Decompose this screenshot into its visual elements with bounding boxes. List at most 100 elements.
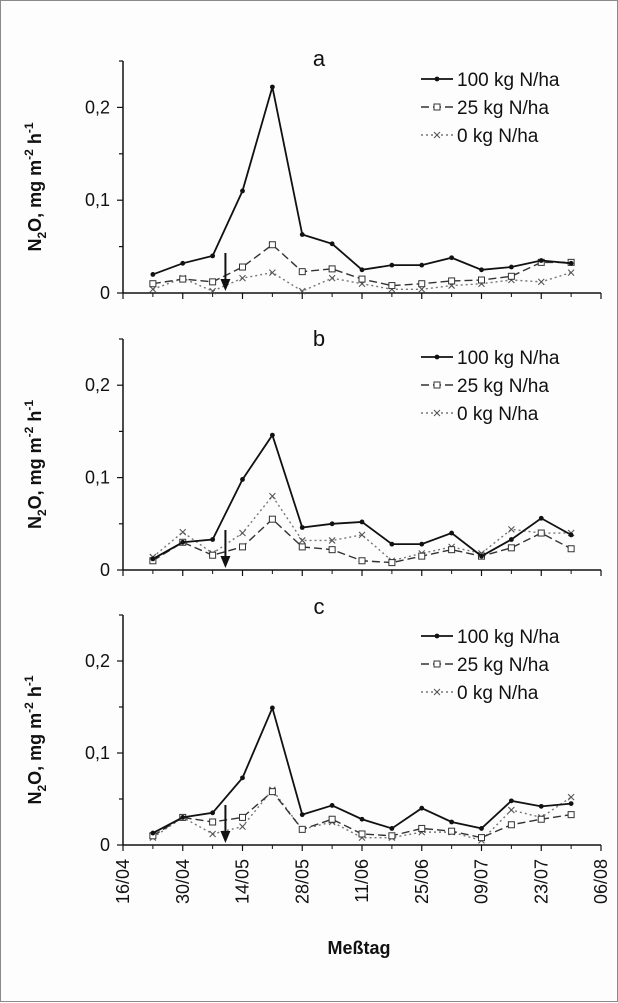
data-point <box>298 825 306 833</box>
data-point <box>210 253 216 259</box>
series-line <box>152 705 572 834</box>
y-tick-label: 0,2 <box>85 375 110 395</box>
data-point <box>239 813 246 821</box>
data-point <box>449 530 455 536</box>
y-axis-title: N2O, mg m-2 h-1 <box>22 122 49 251</box>
data-point <box>239 823 246 830</box>
data-point <box>329 803 335 808</box>
data-point <box>298 287 306 295</box>
x-tick-label: 16/04 <box>113 859 133 904</box>
data-point <box>150 272 156 277</box>
data-point <box>568 801 574 806</box>
panel-label: c <box>314 594 325 619</box>
fertilization-arrow <box>220 253 231 291</box>
data-point <box>538 803 544 809</box>
legend-label: 0 kg N/ha <box>457 404 539 425</box>
data-point <box>537 529 545 537</box>
x-tick-label: 28/05 <box>292 859 312 904</box>
data-point <box>358 531 366 539</box>
data-point <box>209 278 217 286</box>
data-point <box>209 287 217 295</box>
x-tick-label: 11/06 <box>352 859 372 903</box>
data-point <box>419 541 425 547</box>
data-point <box>507 272 515 280</box>
data-point <box>179 528 187 536</box>
legend: 100 kg N/ha 25 kg N/ha 0 kg N/ha <box>421 348 560 425</box>
legend: 100 kg N/ha 25 kg N/ha 0 kg N/ha <box>421 627 560 704</box>
data-point <box>150 556 156 562</box>
data-point <box>567 545 575 553</box>
data-point <box>150 830 156 836</box>
data-point <box>568 260 574 266</box>
data-point <box>239 543 246 551</box>
y-tick-label: 0 <box>100 283 110 303</box>
data-point <box>240 188 245 194</box>
data-point <box>388 832 396 840</box>
legend: 100 kg N/ha 25 kg N/ha 0 kg N/ha <box>421 70 560 147</box>
data-point <box>537 815 545 823</box>
x-tick-label: 30/04 <box>173 859 193 904</box>
data-point <box>209 818 217 826</box>
x-axis-title: Meßtag <box>328 938 391 958</box>
y-tick-label: 0 <box>100 560 110 580</box>
data-point <box>388 282 396 290</box>
data-point <box>210 810 216 816</box>
data-point <box>537 278 545 286</box>
data-point <box>328 546 336 554</box>
data-point <box>329 521 335 527</box>
data-point <box>419 262 425 268</box>
data-point <box>418 824 426 832</box>
y-axis-title: N2O, mg m-2 h-1 <box>22 675 49 804</box>
data-point <box>149 280 157 288</box>
data-point <box>568 532 574 538</box>
data-point <box>179 275 187 283</box>
x-tick-label: 14/05 <box>233 859 253 904</box>
data-point <box>418 552 426 560</box>
data-point <box>479 826 484 831</box>
chart-panel-b: 0 0,1 0,2 N2O, mg m-2 h-1 b 100 kg N/ha 25 kg … <box>22 326 602 580</box>
data-point <box>567 793 575 801</box>
legend-marker <box>433 131 441 139</box>
data-point <box>507 525 515 533</box>
y-tick-label: 0,2 <box>85 97 110 117</box>
data-point <box>479 553 484 559</box>
legend-label: 100 kg N/ha <box>457 348 560 369</box>
data-point <box>389 262 395 268</box>
data-point <box>448 546 456 554</box>
panel-label: a <box>313 46 326 71</box>
data-point <box>508 264 514 270</box>
data-point <box>268 515 276 523</box>
data-point <box>448 277 456 285</box>
y-axis-title: N2O, mg m-2 h-1 <box>22 400 49 529</box>
data-point <box>567 269 575 276</box>
data-point <box>239 274 246 282</box>
x-tick-label: 25/06 <box>412 859 432 904</box>
data-point <box>388 559 396 567</box>
legend-marker <box>433 381 441 389</box>
data-point <box>268 269 276 276</box>
data-point <box>209 551 217 559</box>
x-tick-label: 06/08 <box>591 859 611 904</box>
legend-marker <box>433 660 441 668</box>
data-point <box>449 819 455 825</box>
data-point <box>449 255 455 261</box>
legend-label: 25 kg N/ha <box>457 655 549 676</box>
data-point <box>328 274 336 282</box>
data-point <box>328 265 336 273</box>
x-tick-label: 23/07 <box>531 859 551 904</box>
data-point <box>180 815 186 820</box>
legend-marker <box>434 633 440 639</box>
legend-marker <box>433 103 441 111</box>
data-point <box>389 826 395 831</box>
fertilization-arrow <box>220 805 231 843</box>
data-point <box>359 519 365 525</box>
data-point <box>538 515 544 521</box>
data-point <box>359 267 365 273</box>
series-line <box>152 433 572 560</box>
data-point <box>419 805 425 811</box>
data-point <box>478 276 485 284</box>
legend-marker <box>433 409 441 417</box>
chart-panel-a: 0 0,1 0,2 N2O, mg m-2 h-1 a 100 kg N/ha 25 kg … <box>22 46 602 303</box>
